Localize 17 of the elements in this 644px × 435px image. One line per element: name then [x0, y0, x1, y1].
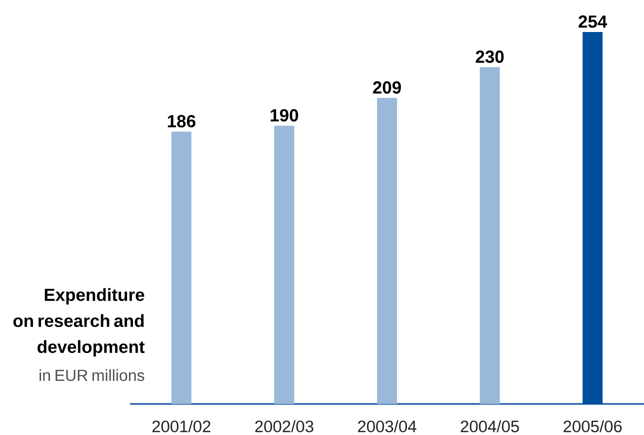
bar — [377, 98, 398, 404]
x-tick-label: 2004/05 — [460, 420, 519, 432]
bar — [274, 126, 294, 404]
data-label: 186 — [168, 114, 196, 128]
bar — [582, 32, 603, 404]
bar — [171, 132, 192, 404]
data-label: 230 — [476, 50, 504, 63]
bar — [480, 67, 500, 404]
x-tick-label: 2005/06 — [564, 420, 622, 432]
text: in EUR millions — [40, 369, 144, 382]
x-tick-label: 2001/02 — [152, 420, 210, 432]
x-tick-label: 2002/03 — [255, 420, 314, 432]
data-label: 209 — [373, 81, 401, 94]
data-label: 190 — [270, 109, 298, 122]
data-label: 254 — [578, 15, 608, 28]
x-tick-label: 2003/04 — [358, 420, 416, 432]
text: Expenditure on research and development — [13, 288, 145, 357]
